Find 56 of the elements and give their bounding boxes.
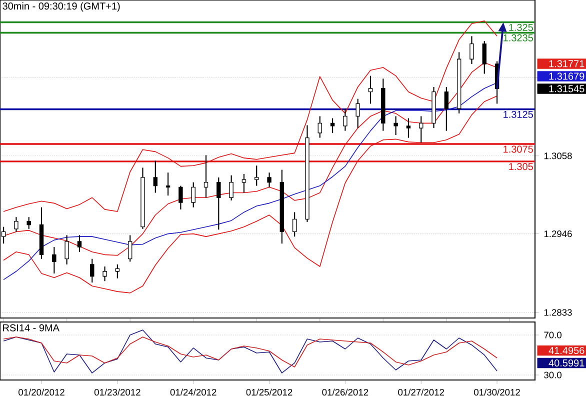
- candlestick: [242, 173, 246, 194]
- candlestick: [482, 40, 486, 74]
- x-tick-label: 01/20/2012: [18, 388, 64, 396]
- candlestick: [343, 108, 348, 132]
- y-tick-label: 1.2833: [544, 309, 572, 316]
- x-tick-label: 01/23/2012: [94, 388, 140, 396]
- line-series: [3, 336, 498, 368]
- y-tick-label: 70.0: [544, 332, 562, 338]
- ref-line-label: 1.3125: [504, 110, 533, 118]
- candlestick: [64, 234, 69, 265]
- candlestick: [178, 185, 183, 210]
- chart-title: 30min - 09:30:19 (GMT+1): [2, 2, 120, 12]
- candlestick: [128, 234, 132, 262]
- candlestick: [102, 266, 107, 282]
- ref-line-label: 1.305: [509, 163, 533, 170]
- candlestick: [77, 234, 82, 252]
- candlestick: [254, 165, 259, 186]
- candlestick: [406, 118, 411, 138]
- ref-line-label: 1.325: [509, 24, 533, 31]
- x-tick-label: 01/30/2012: [474, 388, 520, 396]
- candlestick: [419, 116, 424, 144]
- y-tick-label: 30.0: [544, 372, 562, 378]
- text: 40.5991: [548, 359, 584, 367]
- candlestick: [368, 75, 373, 104]
- y-tick-label: 1.3058: [544, 152, 572, 160]
- ref-line-label: 1.3075: [504, 146, 533, 153]
- candlestick: [267, 172, 272, 188]
- candlestick: [216, 176, 221, 230]
- candlestick: [356, 98, 360, 129]
- candlestick: [191, 182, 196, 208]
- x-tick-label: 01/25/2012: [246, 388, 292, 396]
- candlestick: [394, 116, 398, 136]
- x-tick-label: 01/24/2012: [170, 388, 216, 396]
- line-series: [3, 330, 498, 374]
- candlestick: [470, 36, 474, 65]
- candlestick: [52, 246, 56, 274]
- text: 41.4956: [548, 346, 584, 354]
- x-tick-label: 01/27/2012: [398, 388, 444, 396]
- candlestick: [26, 216, 31, 230]
- candlestick: [229, 174, 234, 201]
- text: 1.31771: [549, 60, 584, 68]
- y-tick-label: 1.2946: [544, 230, 572, 238]
- candlestick: [444, 86, 449, 132]
- text: 1.31679: [549, 72, 584, 80]
- candlestick: [153, 160, 158, 194]
- candlestick: [292, 212, 297, 238]
- candlestick: [204, 154, 208, 198]
- x-tick-label: 01/26/2012: [322, 388, 368, 396]
- candlestick: [318, 116, 322, 138]
- candlestick: [14, 216, 18, 232]
- candlestick: [330, 118, 335, 134]
- candlestick: [166, 172, 170, 196]
- chart-title: RSI14 - 9MA: [3, 324, 60, 332]
- text: 1.31545: [549, 85, 584, 92]
- ref-line-label: 1.3235: [504, 34, 533, 42]
- candlestick: [90, 258, 94, 284]
